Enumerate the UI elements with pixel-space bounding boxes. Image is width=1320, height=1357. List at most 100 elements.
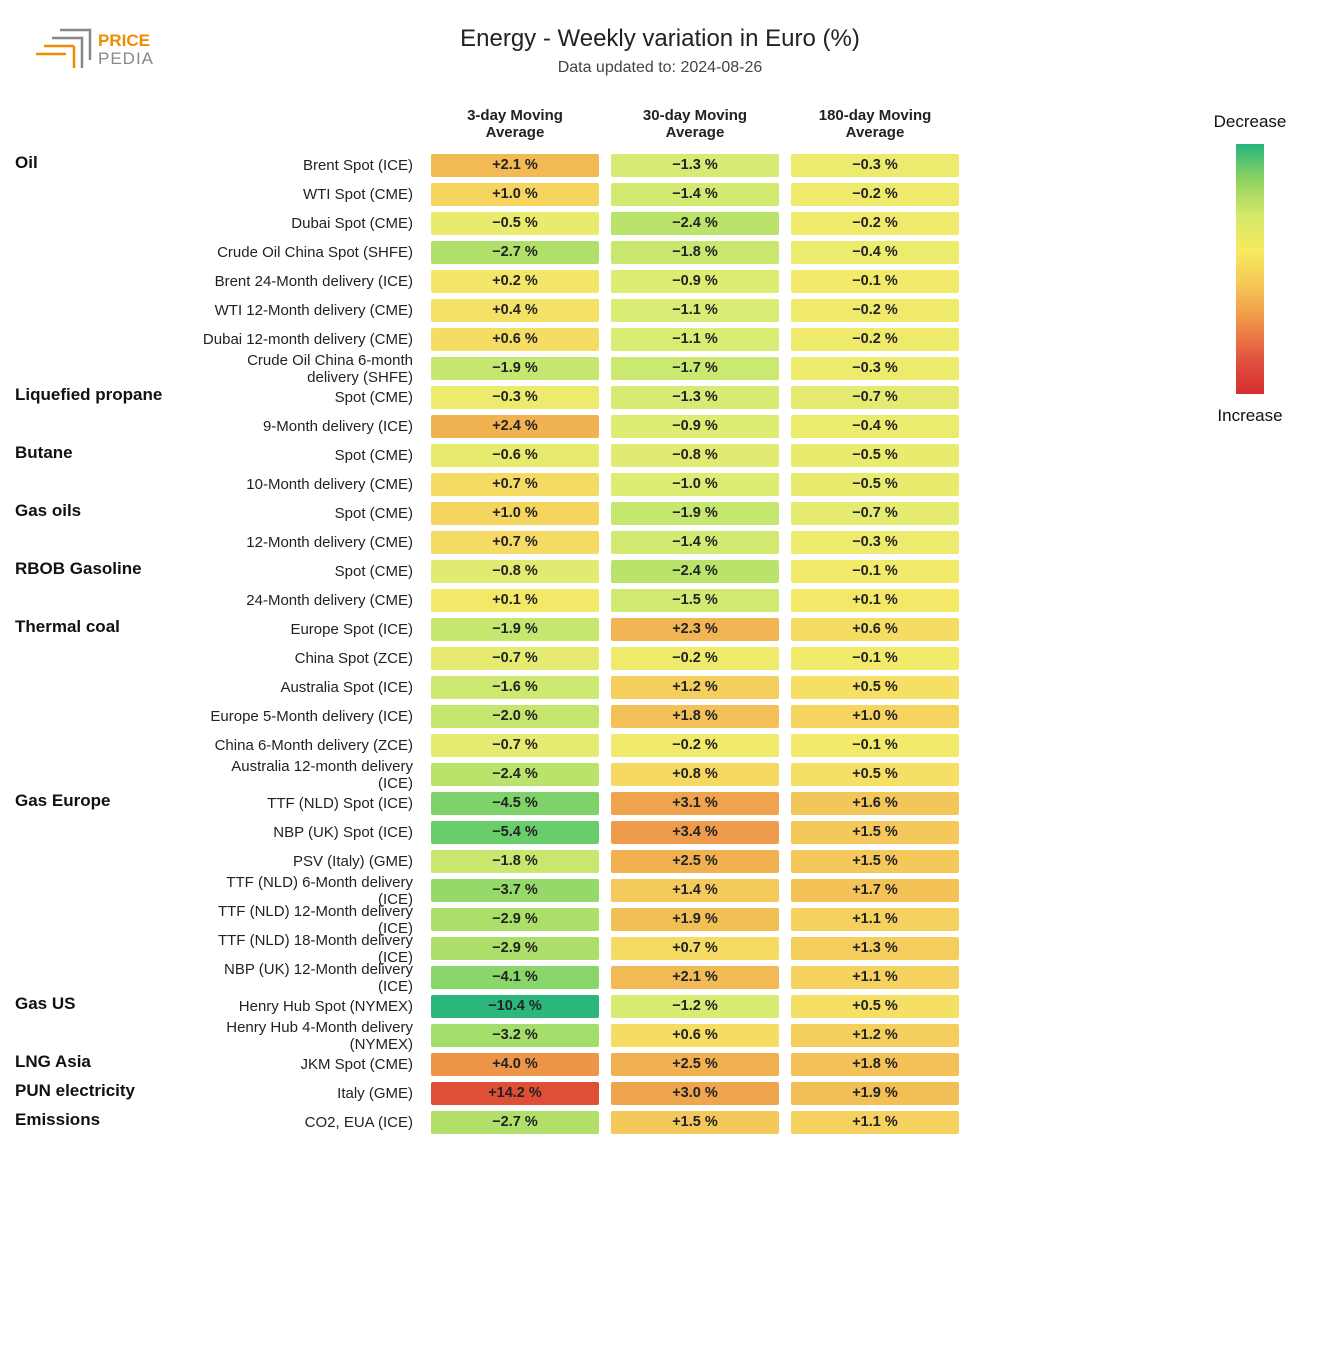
value-box: +0.5 % [791,676,959,699]
value-box: −0.8 % [431,560,599,583]
value-cell: −1.7 % [605,357,785,380]
value-box: −1.7 % [611,357,779,380]
table-row: Crude Oil China 6-month delivery (SHFE)−… [15,354,1200,383]
value-cell: −2.7 % [425,241,605,264]
value-cell: +0.7 % [605,937,785,960]
value-box: +1.6 % [791,792,959,815]
item-label: 12-Month delivery (CME) [195,534,425,551]
value-cell: −0.2 % [785,328,965,351]
value-cell: +1.7 % [785,879,965,902]
category-label: Gas US [15,992,195,1014]
value-cell: +1.1 % [785,908,965,931]
category-label [15,586,195,588]
value-cell: −1.6 % [425,676,605,699]
value-box: −1.9 % [431,357,599,380]
value-box: −2.4 % [431,763,599,786]
value-box: +0.6 % [791,618,959,641]
value-box: +0.4 % [431,299,599,322]
value-box: +0.1 % [791,589,959,612]
category-label [15,731,195,733]
category-label: LNG Asia [15,1050,195,1072]
value-box: +1.7 % [791,879,959,902]
item-label: WTI 12-Month delivery (CME) [195,302,425,319]
value-cell: −1.4 % [605,183,785,206]
value-box: +0.5 % [791,995,959,1018]
value-cell: +1.0 % [425,502,605,525]
category-label [15,470,195,472]
value-cell: −1.8 % [605,241,785,264]
value-cell: +2.3 % [605,618,785,641]
value-cell: −4.1 % [425,966,605,989]
page-title: Energy - Weekly variation in Euro (%) [0,25,1320,53]
value-cell: −1.9 % [425,357,605,380]
legend-top-label: Decrease [1200,112,1300,132]
category-label: Gas oils [15,499,195,521]
table-row: Dubai 12-month delivery (CME)+0.6 %−1.1 … [15,325,1200,354]
category-label [15,325,195,327]
table-row: Australia 12-month delivery (ICE)−2.4 %+… [15,760,1200,789]
value-cell: −0.9 % [605,415,785,438]
category-label [15,296,195,298]
item-label: Spot (CME) [195,563,425,580]
value-cell: −1.0 % [605,473,785,496]
col-header-1: 30-day MovingAverage [605,107,785,141]
value-cell: +1.4 % [605,879,785,902]
table-row: Dubai Spot (CME)−0.5 %−2.4 %−0.2 % [15,209,1200,238]
value-cell: +2.4 % [425,415,605,438]
value-cell: −1.1 % [605,299,785,322]
value-cell: −0.5 % [785,473,965,496]
category-label [15,847,195,849]
value-cell: +0.6 % [785,618,965,641]
value-cell: +2.5 % [605,850,785,873]
value-cell: +1.0 % [425,183,605,206]
table-row: WTI Spot (CME)+1.0 %−1.4 %−0.2 % [15,180,1200,209]
value-box: −0.2 % [611,647,779,670]
value-cell: −0.3 % [425,386,605,409]
value-box: +1.0 % [431,183,599,206]
value-cell: +1.5 % [785,821,965,844]
table-row: Liquefied propaneSpot (CME)−0.3 %−1.3 %−… [15,383,1200,412]
table-row: Gas EuropeTTF (NLD) Spot (ICE)−4.5 %+3.1… [15,789,1200,818]
value-box: +3.4 % [611,821,779,844]
value-box: −0.5 % [431,212,599,235]
value-box: +1.8 % [791,1053,959,1076]
table-row: NBP (UK) 12-Month delivery (ICE)−4.1 %+2… [15,963,1200,992]
item-label: Henry Hub 4-Month delivery (NYMEX) [195,1019,425,1053]
item-label: 9-Month delivery (ICE) [195,418,425,435]
value-cell: −0.4 % [785,241,965,264]
value-box: −4.5 % [431,792,599,815]
value-box: +1.2 % [611,676,779,699]
value-box: −0.7 % [431,647,599,670]
value-box: +1.9 % [611,908,779,931]
value-box: +0.1 % [431,589,599,612]
subtitle: Data updated to: 2024-08-26 [0,59,1320,77]
value-box: +0.2 % [431,270,599,293]
value-cell: −0.8 % [605,444,785,467]
category-label [15,905,195,907]
value-cell: +2.1 % [605,966,785,989]
item-label: Brent 24-Month delivery (ICE) [195,273,425,290]
category-label [15,818,195,820]
item-label: Europe Spot (ICE) [195,621,425,638]
value-box: −1.9 % [611,502,779,525]
item-label: Europe 5-Month delivery (ICE) [195,708,425,725]
table-row: PUN electricityItaly (GME)+14.2 %+3.0 %+… [15,1079,1200,1108]
value-cell: +1.5 % [605,1111,785,1134]
value-box: −0.3 % [431,386,599,409]
value-box: +1.5 % [791,821,959,844]
item-label: Australia Spot (ICE) [195,679,425,696]
value-box: +2.5 % [611,850,779,873]
value-box: −1.9 % [431,618,599,641]
value-cell: +0.4 % [425,299,605,322]
value-box: −1.1 % [611,328,779,351]
value-box: −1.3 % [611,154,779,177]
value-box: −1.2 % [611,995,779,1018]
value-box: +1.5 % [791,850,959,873]
col-header-0: 3-day MovingAverage [425,107,605,141]
item-label: Dubai 12-month delivery (CME) [195,331,425,348]
value-box: −0.1 % [791,560,959,583]
value-cell: −3.7 % [425,879,605,902]
value-cell: −0.7 % [425,734,605,757]
value-cell: −0.3 % [785,154,965,177]
value-box: +1.4 % [611,879,779,902]
